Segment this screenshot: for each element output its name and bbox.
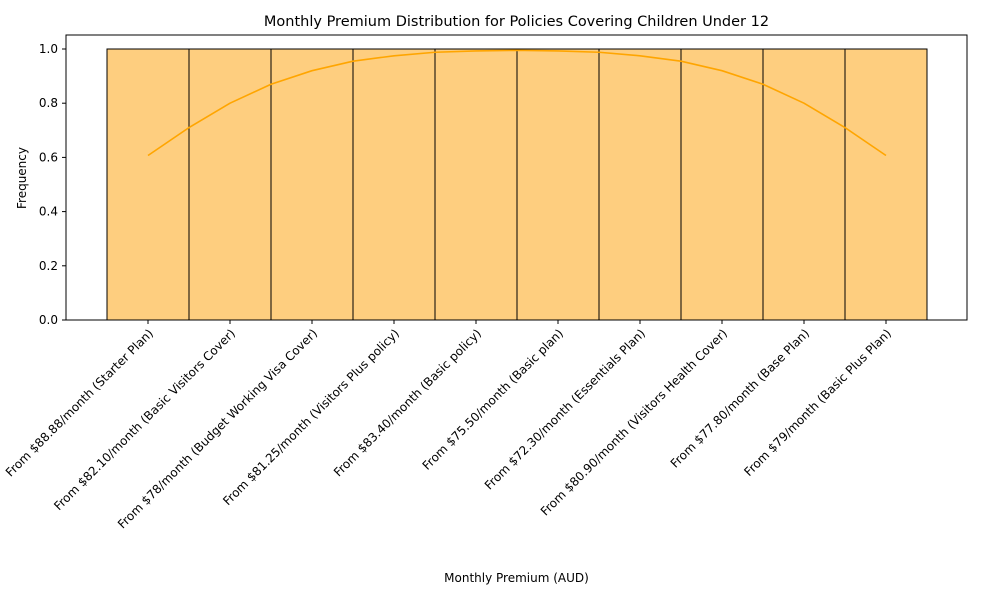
histogram-bar <box>680 48 764 321</box>
x-tick-label: From $79/month (Basic Plus Plan) <box>741 326 894 479</box>
kde-layer <box>147 49 887 157</box>
x-axis-label: Monthly Premium (AUD) <box>444 571 589 585</box>
plot-frame <box>65 34 968 321</box>
kde-line <box>147 49 887 157</box>
y-axis-label: Frequency <box>15 147 29 209</box>
histogram-bar <box>762 48 846 321</box>
y-tick-label: 0.8 <box>39 96 58 110</box>
y-tick-label: 0.6 <box>39 150 58 164</box>
x-tick-label: From $81.25/month (Visitors Plus policy) <box>220 326 402 508</box>
x-tick-label: From $83.40/month (Basic policy) <box>331 326 484 479</box>
chart-title: Monthly Premium Distribution for Policie… <box>264 14 769 30</box>
y-tick-label: 0.4 <box>39 205 58 219</box>
axes-layer <box>65 34 968 321</box>
x-tick-label: From $72.30/month (Essentials Plan) <box>482 326 648 492</box>
histogram-bar <box>598 48 682 321</box>
histogram-bar <box>188 48 272 321</box>
y-ticks: 0.0 0.2 0.4 0.6 0.8 1.0 <box>39 42 66 327</box>
y-tick-label: 0.0 <box>39 313 58 327</box>
x-tick-label: From $82.10/month (Basic Visitors Cover) <box>51 326 238 513</box>
bars-layer <box>106 48 928 321</box>
histogram-bar <box>434 48 518 321</box>
histogram-bar <box>106 48 190 321</box>
x-tick-label: From $80.90/month (Visitors Health Cover… <box>538 326 730 518</box>
x-tick-label: From $77.80/month (Base Plan) <box>668 326 812 470</box>
y-tick-label: 0.2 <box>39 259 58 273</box>
histogram-bar <box>352 48 436 321</box>
x-tick-label: From $75.50/month (Basic plan) <box>420 326 567 473</box>
histogram-bar <box>516 48 600 321</box>
histogram-bar <box>844 48 928 321</box>
histogram-bar <box>270 48 354 321</box>
x-tick-label: From $88.88/month (Starter Plan) <box>3 326 156 479</box>
x-ticks: From $88.88/month (Starter Plan)From $82… <box>3 320 894 531</box>
y-tick-label: 1.0 <box>39 42 58 56</box>
